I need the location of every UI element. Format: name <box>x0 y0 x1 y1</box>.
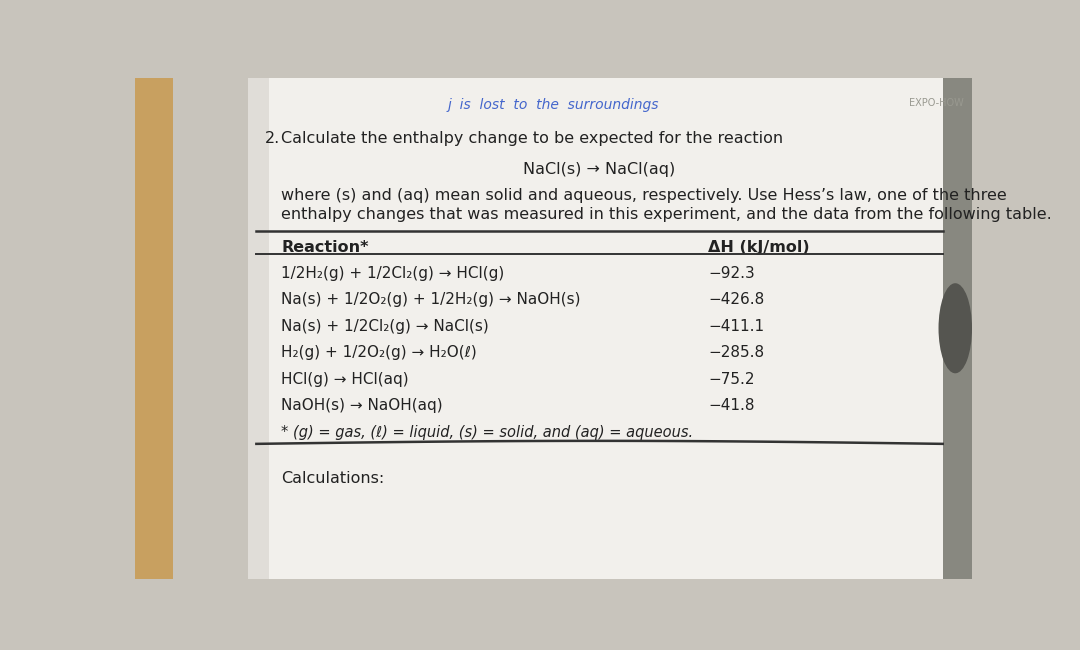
Text: * (g) = gas, (ℓ) = liquid, (s) = solid, and (aq) = aqueous.: * (g) = gas, (ℓ) = liquid, (s) = solid, … <box>282 425 693 440</box>
Text: NaCl(s) → NaCl(aq): NaCl(s) → NaCl(aq) <box>524 162 676 177</box>
FancyBboxPatch shape <box>248 78 269 578</box>
Text: Calculations:: Calculations: <box>282 471 384 486</box>
Text: where (s) and (aq) mean solid and aqueous, respectively. Use Hess’s law, one of : where (s) and (aq) mean solid and aqueou… <box>282 188 1008 203</box>
Ellipse shape <box>939 283 972 373</box>
Text: NaOH(s) → NaOH(aq): NaOH(s) → NaOH(aq) <box>282 398 443 413</box>
Text: Na(s) + 1/2O₂(g) + 1/2H₂(g) → NaOH(s): Na(s) + 1/2O₂(g) + 1/2H₂(g) → NaOH(s) <box>282 292 581 307</box>
Text: Calculate the enthalpy change to be expected for the reaction: Calculate the enthalpy change to be expe… <box>282 131 784 146</box>
Text: −426.8: −426.8 <box>708 292 765 307</box>
Text: EXPO-HOW: EXPO-HOW <box>909 98 964 108</box>
FancyBboxPatch shape <box>248 78 951 578</box>
Text: −285.8: −285.8 <box>708 345 765 360</box>
Text: Na(s) + 1/2Cl₂(g) → NaCl(s): Na(s) + 1/2Cl₂(g) → NaCl(s) <box>282 318 489 333</box>
Text: 1/2H₂(g) + 1/2Cl₂(g) → HCl(g): 1/2H₂(g) + 1/2Cl₂(g) → HCl(g) <box>282 266 504 281</box>
Text: j  is  lost  to  the  surroundings: j is lost to the surroundings <box>448 98 659 112</box>
Text: ΔH (kJ/mol): ΔH (kJ/mol) <box>708 240 810 255</box>
Text: −41.8: −41.8 <box>708 398 755 413</box>
Text: −75.2: −75.2 <box>708 372 755 387</box>
Text: Reaction*: Reaction* <box>282 240 369 255</box>
FancyBboxPatch shape <box>943 78 972 578</box>
Text: enthalpy changes that was measured in this experiment, and the data from the fol: enthalpy changes that was measured in th… <box>282 207 1052 222</box>
FancyBboxPatch shape <box>135 78 173 578</box>
Text: H₂(g) + 1/2O₂(g) → H₂O(ℓ): H₂(g) + 1/2O₂(g) → H₂O(ℓ) <box>282 345 477 360</box>
Text: −92.3: −92.3 <box>708 266 755 281</box>
Text: HCl(g) → HCl(aq): HCl(g) → HCl(aq) <box>282 372 409 387</box>
Text: 2.: 2. <box>265 131 280 146</box>
Text: −411.1: −411.1 <box>708 318 765 333</box>
